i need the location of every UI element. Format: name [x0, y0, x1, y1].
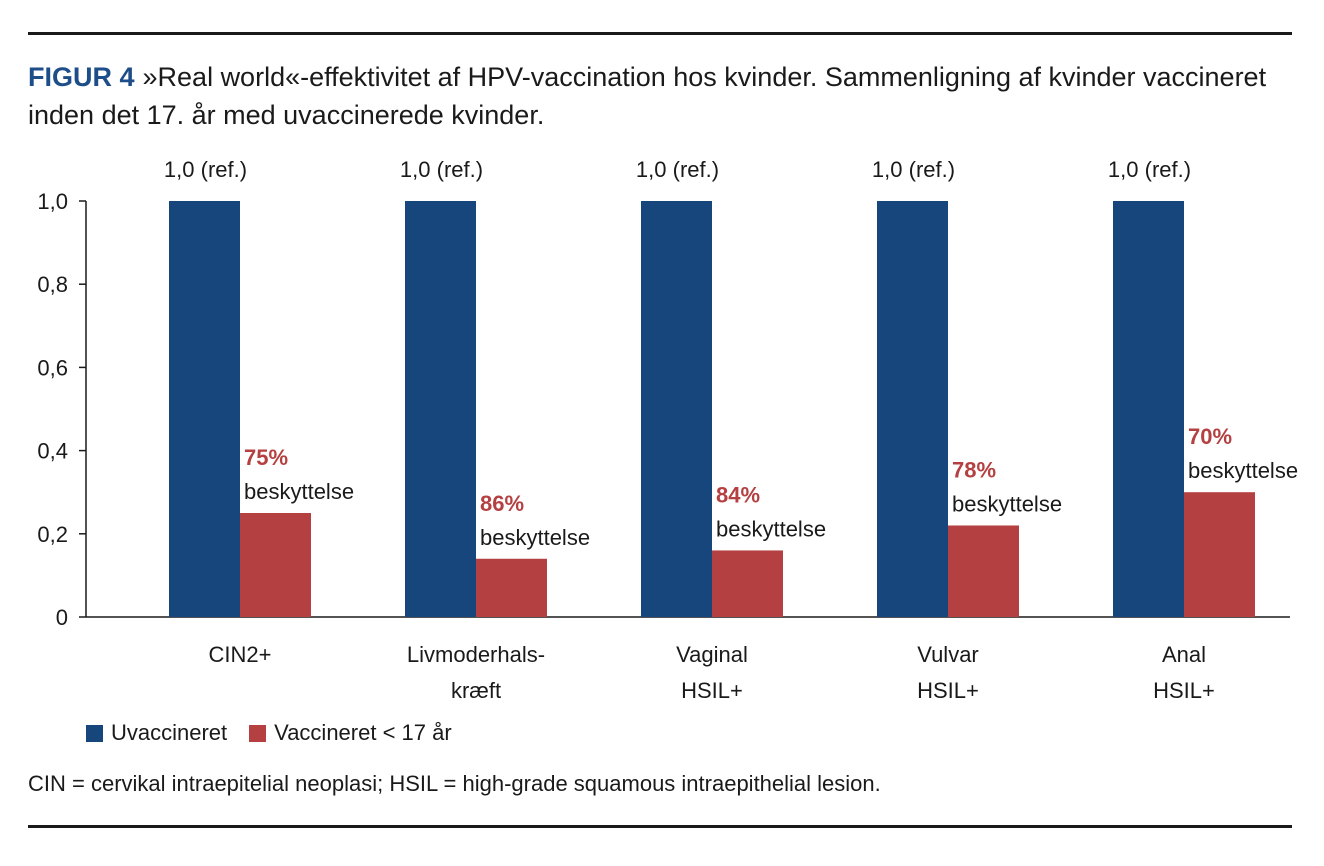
x-category-label: HSIL+: [1153, 678, 1215, 703]
bar-label-protection-text: beskyttelse: [244, 479, 354, 504]
legend-item-vaccineret: Vaccineret < 17 år: [249, 720, 452, 746]
bar-label-protection-pct: 70%: [1188, 424, 1232, 449]
footnote: CIN = cervikal intraepitelial neoplasi; …: [28, 771, 881, 796]
y-tick-label: 1,0: [37, 189, 68, 214]
legend-item-uvaccineret: Uvaccineret: [86, 720, 227, 746]
bar-vaccineret: [948, 525, 1019, 617]
x-category-label: CIN2+: [209, 642, 272, 667]
x-category-label: Anal: [1162, 642, 1206, 667]
bar-uvaccineret: [641, 201, 712, 617]
bar-uvaccineret: [1113, 201, 1184, 617]
bar-label-protection-text: beskyttelse: [1188, 458, 1298, 483]
bar-vaccineret: [1184, 492, 1255, 617]
bar-label-ref: 1,0 (ref.): [164, 157, 247, 182]
bar-label-protection-pct: 78%: [952, 457, 996, 482]
bottom-rule: [28, 825, 1292, 828]
bar-uvaccineret: [877, 201, 948, 617]
figure-caption: FIGUR 4 »Real world«-effektivitet af HPV-…: [28, 58, 1288, 134]
legend: Uvaccineret Vaccineret < 17 år: [86, 720, 474, 746]
bar-label-ref: 1,0 (ref.): [400, 157, 483, 182]
x-category-label: kræft: [451, 678, 501, 703]
bar-vaccineret: [240, 513, 311, 617]
bar-label-ref: 1,0 (ref.): [872, 157, 955, 182]
y-tick-label: 0,6: [37, 355, 68, 380]
bar-uvaccineret: [169, 201, 240, 617]
x-category-label: Livmoderhals-: [407, 642, 545, 667]
bar-vaccineret: [712, 550, 783, 617]
figure-label: FIGUR 4: [28, 62, 135, 92]
x-category-label: HSIL+: [917, 678, 979, 703]
legend-label-uvaccineret: Uvaccineret: [111, 720, 228, 745]
bar-label-ref: 1,0 (ref.): [1108, 157, 1191, 182]
figure-caption-text: »Real world«-effektivitet af HPV-vaccina…: [28, 62, 1267, 130]
top-rule: [28, 32, 1292, 35]
bar-label-protection-text: beskyttelse: [716, 516, 826, 541]
bar-label-protection-pct: 84%: [716, 482, 760, 507]
bar-vaccineret: [476, 558, 547, 617]
y-tick-label: 0: [56, 605, 68, 630]
y-tick-label: 0,8: [37, 272, 68, 297]
legend-label-vaccineret: Vaccineret < 17 år: [274, 720, 452, 745]
x-category-label: HSIL+: [681, 678, 743, 703]
bar-label-protection-pct: 75%: [244, 445, 288, 470]
y-tick-label: 0,2: [37, 522, 68, 547]
bar-label-protection-text: beskyttelse: [952, 491, 1062, 516]
bar-label-ref: 1,0 (ref.): [636, 157, 719, 182]
y-tick-label: 0,4: [37, 439, 68, 464]
legend-swatch-vaccineret: [249, 724, 267, 742]
bar-label-protection-pct: 86%: [480, 491, 524, 516]
x-category-label: Vulvar: [917, 642, 979, 667]
bar-uvaccineret: [405, 201, 476, 617]
bar-label-protection-text: beskyttelse: [480, 525, 590, 550]
legend-swatch-uvaccineret: [86, 724, 103, 742]
x-category-label: Vaginal: [676, 642, 748, 667]
